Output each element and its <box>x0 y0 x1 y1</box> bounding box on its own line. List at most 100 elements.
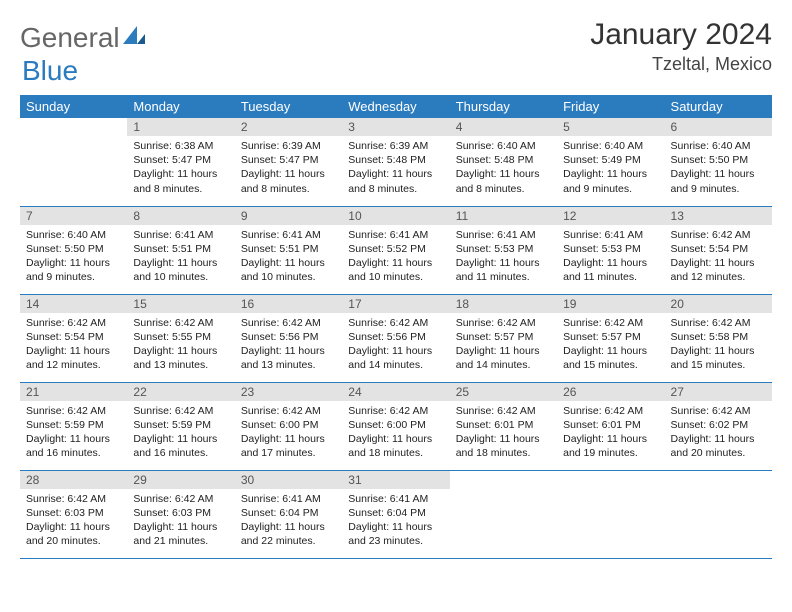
day-details: Sunrise: 6:41 AMSunset: 5:52 PMDaylight:… <box>342 225 449 289</box>
day-number: 7 <box>20 207 127 225</box>
day-details: Sunrise: 6:42 AMSunset: 5:58 PMDaylight:… <box>665 313 772 377</box>
logo-text-1: General <box>20 22 120 54</box>
day-details: Sunrise: 6:41 AMSunset: 5:51 PMDaylight:… <box>235 225 342 289</box>
calendar-cell: 13Sunrise: 6:42 AMSunset: 5:54 PMDayligh… <box>665 206 772 294</box>
day-details: Sunrise: 6:41 AMSunset: 5:53 PMDaylight:… <box>450 225 557 289</box>
day-number: 29 <box>127 471 234 489</box>
calendar-cell: 10Sunrise: 6:41 AMSunset: 5:52 PMDayligh… <box>342 206 449 294</box>
calendar-cell: 15Sunrise: 6:42 AMSunset: 5:55 PMDayligh… <box>127 294 234 382</box>
calendar-cell <box>20 118 127 206</box>
calendar-cell: 9Sunrise: 6:41 AMSunset: 5:51 PMDaylight… <box>235 206 342 294</box>
day-number: 3 <box>342 118 449 136</box>
day-number: 16 <box>235 295 342 313</box>
month-title: January 2024 <box>590 18 772 52</box>
calendar-cell: 3Sunrise: 6:39 AMSunset: 5:48 PMDaylight… <box>342 118 449 206</box>
calendar-cell: 31Sunrise: 6:41 AMSunset: 6:04 PMDayligh… <box>342 470 449 558</box>
day-details: Sunrise: 6:42 AMSunset: 5:56 PMDaylight:… <box>342 313 449 377</box>
day-details: Sunrise: 6:42 AMSunset: 6:00 PMDaylight:… <box>235 401 342 465</box>
calendar-cell: 27Sunrise: 6:42 AMSunset: 6:02 PMDayligh… <box>665 382 772 470</box>
calendar-cell: 21Sunrise: 6:42 AMSunset: 5:59 PMDayligh… <box>20 382 127 470</box>
calendar-cell: 12Sunrise: 6:41 AMSunset: 5:53 PMDayligh… <box>557 206 664 294</box>
day-number: 23 <box>235 383 342 401</box>
day-number: 8 <box>127 207 234 225</box>
logo: General <box>20 18 145 54</box>
logo-text-2: Blue <box>22 55 78 87</box>
day-details: Sunrise: 6:42 AMSunset: 5:57 PMDaylight:… <box>557 313 664 377</box>
day-number: 17 <box>342 295 449 313</box>
day-details: Sunrise: 6:40 AMSunset: 5:48 PMDaylight:… <box>450 136 557 200</box>
day-number: 2 <box>235 118 342 136</box>
day-number: 5 <box>557 118 664 136</box>
calendar-cell: 25Sunrise: 6:42 AMSunset: 6:01 PMDayligh… <box>450 382 557 470</box>
day-details: Sunrise: 6:42 AMSunset: 5:59 PMDaylight:… <box>127 401 234 465</box>
day-details: Sunrise: 6:40 AMSunset: 5:50 PMDaylight:… <box>20 225 127 289</box>
day-details: Sunrise: 6:42 AMSunset: 6:03 PMDaylight:… <box>127 489 234 553</box>
calendar-cell: 6Sunrise: 6:40 AMSunset: 5:50 PMDaylight… <box>665 118 772 206</box>
day-number: 30 <box>235 471 342 489</box>
calendar-cell: 19Sunrise: 6:42 AMSunset: 5:57 PMDayligh… <box>557 294 664 382</box>
calendar-cell: 30Sunrise: 6:41 AMSunset: 6:04 PMDayligh… <box>235 470 342 558</box>
calendar-table: SundayMondayTuesdayWednesdayThursdayFrid… <box>20 95 772 559</box>
calendar-cell: 4Sunrise: 6:40 AMSunset: 5:48 PMDaylight… <box>450 118 557 206</box>
day-number: 11 <box>450 207 557 225</box>
day-number: 6 <box>665 118 772 136</box>
day-details: Sunrise: 6:42 AMSunset: 5:59 PMDaylight:… <box>20 401 127 465</box>
calendar-cell: 18Sunrise: 6:42 AMSunset: 5:57 PMDayligh… <box>450 294 557 382</box>
day-details: Sunrise: 6:42 AMSunset: 6:00 PMDaylight:… <box>342 401 449 465</box>
day-number: 10 <box>342 207 449 225</box>
day-details: Sunrise: 6:41 AMSunset: 6:04 PMDaylight:… <box>235 489 342 553</box>
day-details: Sunrise: 6:42 AMSunset: 6:01 PMDaylight:… <box>450 401 557 465</box>
day-number: 25 <box>450 383 557 401</box>
day-number: 20 <box>665 295 772 313</box>
weekday-header: Monday <box>127 95 234 118</box>
day-details: Sunrise: 6:41 AMSunset: 5:51 PMDaylight:… <box>127 225 234 289</box>
day-details: Sunrise: 6:42 AMSunset: 5:56 PMDaylight:… <box>235 313 342 377</box>
day-number: 26 <box>557 383 664 401</box>
calendar-cell: 8Sunrise: 6:41 AMSunset: 5:51 PMDaylight… <box>127 206 234 294</box>
calendar-cell: 2Sunrise: 6:39 AMSunset: 5:47 PMDaylight… <box>235 118 342 206</box>
day-details: Sunrise: 6:42 AMSunset: 5:54 PMDaylight:… <box>20 313 127 377</box>
day-details: Sunrise: 6:42 AMSunset: 6:01 PMDaylight:… <box>557 401 664 465</box>
weekday-header: Wednesday <box>342 95 449 118</box>
calendar-cell: 22Sunrise: 6:42 AMSunset: 5:59 PMDayligh… <box>127 382 234 470</box>
day-number: 1 <box>127 118 234 136</box>
weekday-header: Sunday <box>20 95 127 118</box>
calendar-cell <box>665 470 772 558</box>
calendar-cell: 11Sunrise: 6:41 AMSunset: 5:53 PMDayligh… <box>450 206 557 294</box>
day-details: Sunrise: 6:40 AMSunset: 5:50 PMDaylight:… <box>665 136 772 200</box>
calendar-cell: 1Sunrise: 6:38 AMSunset: 5:47 PMDaylight… <box>127 118 234 206</box>
calendar-cell: 23Sunrise: 6:42 AMSunset: 6:00 PMDayligh… <box>235 382 342 470</box>
day-details: Sunrise: 6:41 AMSunset: 5:53 PMDaylight:… <box>557 225 664 289</box>
day-number: 18 <box>450 295 557 313</box>
calendar-cell <box>557 470 664 558</box>
day-details: Sunrise: 6:42 AMSunset: 5:54 PMDaylight:… <box>665 225 772 289</box>
day-number: 19 <box>557 295 664 313</box>
logo-mark-icon <box>123 26 145 44</box>
day-details: Sunrise: 6:40 AMSunset: 5:49 PMDaylight:… <box>557 136 664 200</box>
day-details: Sunrise: 6:39 AMSunset: 5:47 PMDaylight:… <box>235 136 342 200</box>
weekday-header: Friday <box>557 95 664 118</box>
day-number: 14 <box>20 295 127 313</box>
day-number: 9 <box>235 207 342 225</box>
day-number: 13 <box>665 207 772 225</box>
day-details: Sunrise: 6:42 AMSunset: 5:57 PMDaylight:… <box>450 313 557 377</box>
day-details: Sunrise: 6:38 AMSunset: 5:47 PMDaylight:… <box>127 136 234 200</box>
day-number: 24 <box>342 383 449 401</box>
calendar-cell: 28Sunrise: 6:42 AMSunset: 6:03 PMDayligh… <box>20 470 127 558</box>
calendar-cell: 17Sunrise: 6:42 AMSunset: 5:56 PMDayligh… <box>342 294 449 382</box>
calendar-cell: 16Sunrise: 6:42 AMSunset: 5:56 PMDayligh… <box>235 294 342 382</box>
calendar-cell: 26Sunrise: 6:42 AMSunset: 6:01 PMDayligh… <box>557 382 664 470</box>
day-details: Sunrise: 6:42 AMSunset: 5:55 PMDaylight:… <box>127 313 234 377</box>
day-number: 28 <box>20 471 127 489</box>
weekday-header: Saturday <box>665 95 772 118</box>
weekday-header: Thursday <box>450 95 557 118</box>
day-number: 31 <box>342 471 449 489</box>
location: Tzeltal, Mexico <box>590 54 772 75</box>
day-number: 4 <box>450 118 557 136</box>
calendar-cell: 29Sunrise: 6:42 AMSunset: 6:03 PMDayligh… <box>127 470 234 558</box>
calendar-cell: 20Sunrise: 6:42 AMSunset: 5:58 PMDayligh… <box>665 294 772 382</box>
day-details: Sunrise: 6:42 AMSunset: 6:03 PMDaylight:… <box>20 489 127 553</box>
day-number: 22 <box>127 383 234 401</box>
day-details: Sunrise: 6:41 AMSunset: 6:04 PMDaylight:… <box>342 489 449 553</box>
day-number: 15 <box>127 295 234 313</box>
